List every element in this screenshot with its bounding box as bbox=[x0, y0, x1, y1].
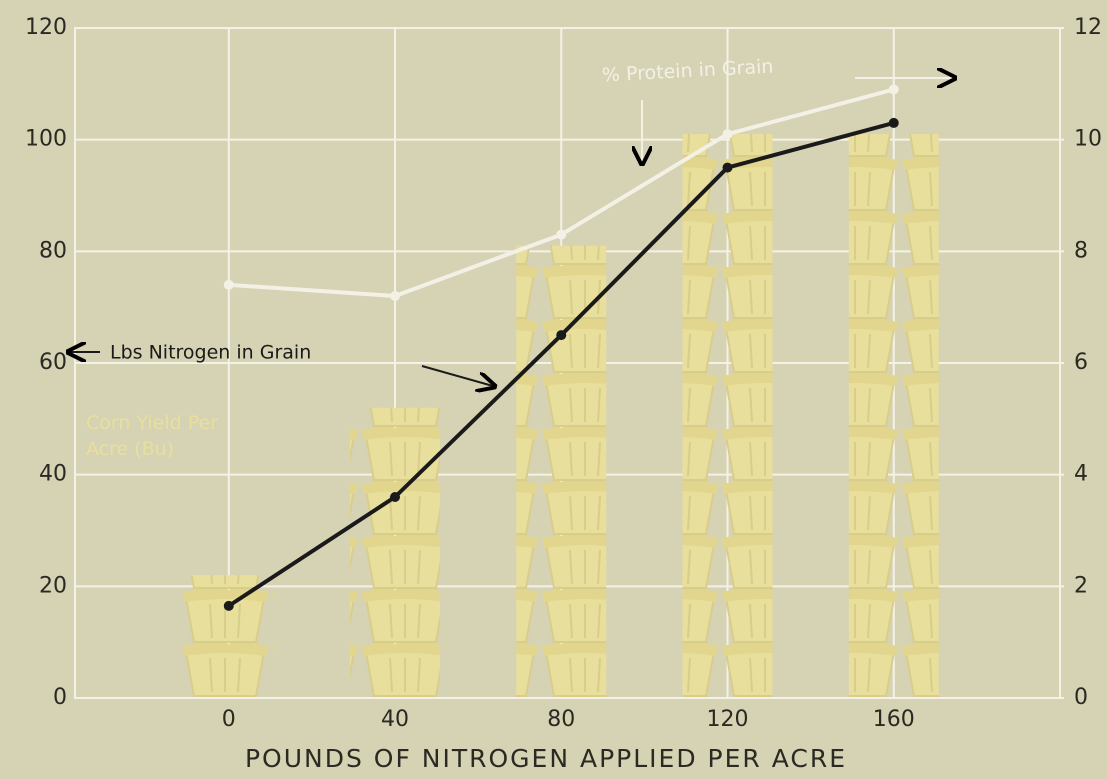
point bbox=[224, 280, 234, 290]
y2-tick-label: 8 bbox=[1074, 238, 1088, 263]
point bbox=[889, 118, 899, 128]
y2-tick-label: 6 bbox=[1074, 350, 1088, 375]
y2-tick-label: 4 bbox=[1074, 462, 1088, 487]
y2-tick-label: 0 bbox=[1074, 685, 1088, 710]
basket-stack bbox=[683, 134, 773, 698]
y-tick-label: 40 bbox=[39, 462, 67, 487]
annotation: Lbs Nitrogen in Grain bbox=[110, 342, 311, 364]
chart: POUNDS OF NITROGEN APPLIED PER ACRE Lbs … bbox=[0, 0, 1107, 779]
x-tick-label: 0 bbox=[222, 707, 236, 732]
arrow bbox=[422, 366, 493, 386]
y-tick-label: 100 bbox=[25, 127, 67, 152]
x-axis-title: POUNDS OF NITROGEN APPLIED PER ACRE bbox=[245, 744, 847, 773]
y2-tick-label: 2 bbox=[1074, 573, 1088, 598]
y-tick-label: 120 bbox=[25, 15, 67, 40]
x-tick-label: 120 bbox=[707, 707, 749, 732]
x-tick-label: 160 bbox=[873, 707, 915, 732]
y-tick-label: 60 bbox=[39, 350, 67, 375]
y-tick-label: 80 bbox=[39, 238, 67, 263]
basket-stack bbox=[516, 246, 606, 698]
y-tick-label: 20 bbox=[39, 573, 67, 598]
point bbox=[889, 84, 899, 94]
y2-tick-label: 10 bbox=[1074, 127, 1102, 152]
annotation: % Protein in Grain bbox=[601, 56, 774, 87]
x-tick-label: 80 bbox=[547, 707, 575, 732]
point bbox=[723, 163, 733, 173]
point bbox=[390, 492, 400, 502]
y-tick-label: 0 bbox=[53, 685, 67, 710]
basket-stack bbox=[350, 408, 440, 698]
x-tick-label: 40 bbox=[381, 707, 409, 732]
point bbox=[390, 291, 400, 301]
y2-tick-label: 12 bbox=[1074, 15, 1102, 40]
annotation: Corn Yield Per Acre (Bu) bbox=[86, 410, 261, 462]
point bbox=[723, 129, 733, 139]
annotation-arrows bbox=[70, 78, 953, 386]
point bbox=[556, 330, 566, 340]
basket-stack bbox=[849, 134, 939, 698]
annotation-box: Corn Yield Per Acre (Bu) bbox=[86, 410, 261, 480]
point bbox=[556, 230, 566, 240]
basket-stack bbox=[184, 575, 274, 698]
point bbox=[224, 601, 234, 611]
